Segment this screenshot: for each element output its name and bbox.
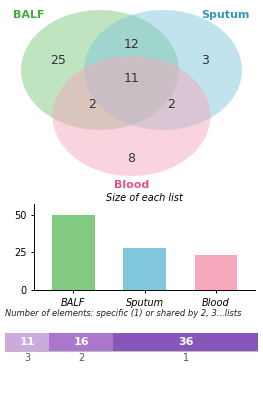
Text: 2: 2 — [78, 353, 84, 363]
Text: 3: 3 — [24, 353, 30, 363]
Text: 3: 3 — [201, 54, 209, 66]
Text: 11: 11 — [124, 72, 139, 84]
Circle shape — [84, 10, 242, 130]
Text: 25: 25 — [50, 54, 66, 66]
Text: 1: 1 — [183, 353, 189, 363]
Bar — [5, 333, 49, 351]
Bar — [49, 333, 113, 351]
Title: Size of each list: Size of each list — [106, 193, 183, 203]
Text: Number of elements: specific (1) or shared by 2, 3...lists: Number of elements: specific (1) or shar… — [5, 310, 242, 318]
Bar — [195, 255, 237, 290]
Bar — [52, 214, 95, 290]
Text: 16: 16 — [74, 337, 89, 347]
Text: 2: 2 — [167, 98, 175, 110]
Text: Sputum: Sputum — [201, 10, 250, 20]
Text: 11: 11 — [19, 337, 35, 347]
Bar — [123, 248, 166, 290]
Text: 2: 2 — [88, 98, 96, 110]
Text: 8: 8 — [128, 152, 135, 164]
Text: BALF: BALF — [13, 10, 45, 20]
Bar — [113, 333, 258, 351]
Text: Blood: Blood — [114, 180, 149, 190]
Text: 12: 12 — [124, 38, 139, 50]
Circle shape — [21, 10, 179, 130]
Circle shape — [53, 56, 210, 176]
Text: 36: 36 — [178, 337, 193, 347]
